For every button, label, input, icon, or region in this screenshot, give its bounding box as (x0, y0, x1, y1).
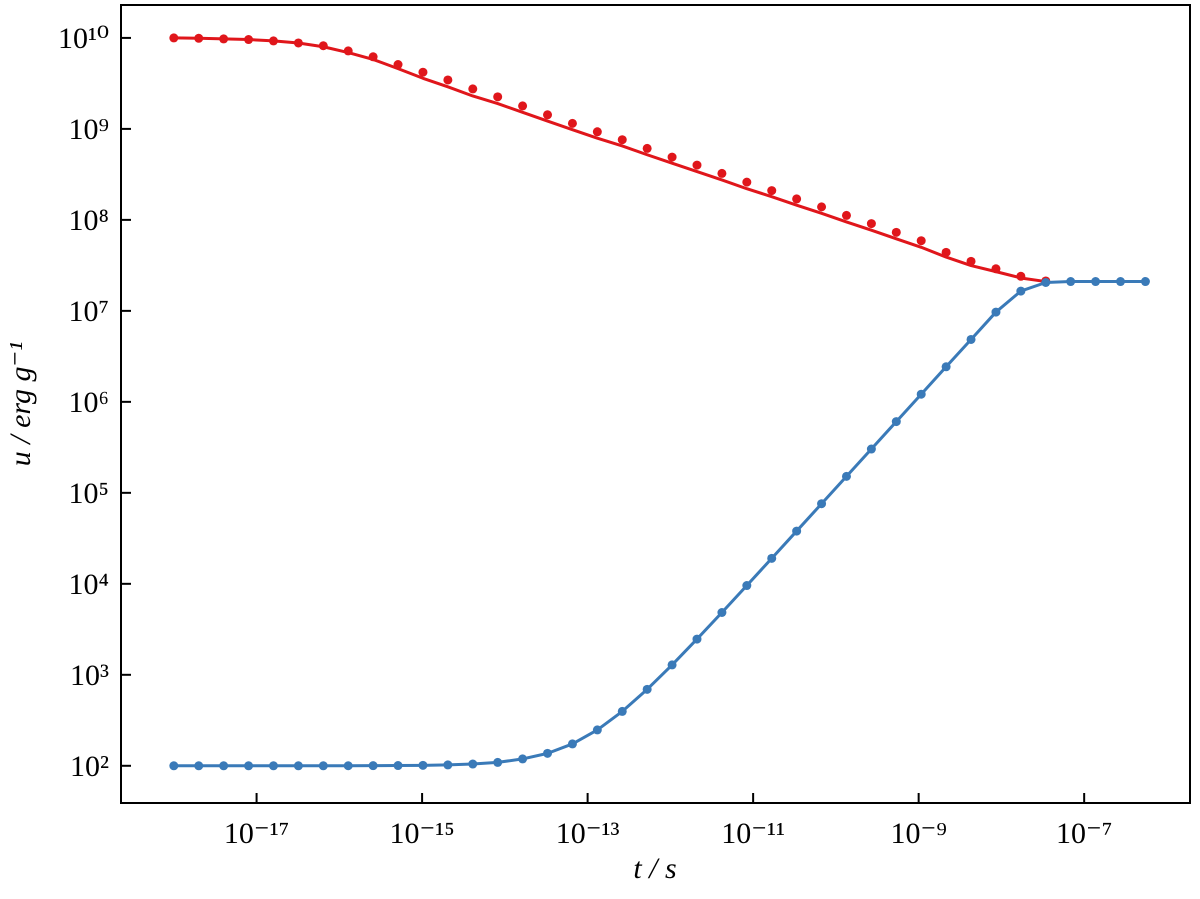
data-point (567, 118, 577, 128)
data-point (343, 46, 353, 56)
x-tick-label: 10⁻¹¹ (721, 817, 785, 850)
y-tick-label: 10⁶ (69, 386, 109, 419)
data-point (617, 706, 627, 716)
data-point (767, 186, 777, 196)
y-tick-label: 10⁴ (69, 568, 109, 601)
data-point (468, 84, 478, 94)
data-point (418, 760, 428, 770)
data-point (866, 219, 876, 229)
data-point (916, 236, 926, 246)
data-point (717, 168, 727, 178)
data-point (792, 194, 802, 204)
data-point (866, 444, 876, 454)
data-point (667, 660, 677, 670)
data-point (518, 754, 528, 764)
y-tick-label: 10² (70, 750, 109, 783)
data-point (692, 634, 702, 644)
data-point (567, 739, 577, 749)
data-point (841, 471, 851, 481)
data-point (443, 760, 453, 770)
series-line (173, 280, 1146, 768)
data-point (543, 110, 553, 120)
data-point (493, 92, 503, 102)
x-tick-label: 10⁻¹⁷ (224, 817, 289, 850)
data-point (1091, 277, 1101, 287)
data-point (1016, 286, 1026, 296)
data-point (916, 389, 926, 399)
data-point (468, 759, 478, 769)
data-point (667, 152, 677, 162)
x-tick-label: 10⁻⁹ (891, 817, 947, 850)
data-point (368, 761, 378, 771)
data-point (393, 60, 403, 70)
data-point (991, 264, 1001, 274)
data-point (891, 227, 901, 237)
data-point (443, 75, 453, 85)
data-point (169, 761, 179, 771)
data-point (1140, 277, 1150, 287)
data-point (194, 33, 204, 43)
data-point (343, 761, 353, 771)
data-point (518, 101, 528, 111)
data-point (617, 135, 627, 145)
data-point (244, 761, 254, 771)
data-point (543, 748, 553, 758)
data-point (1066, 277, 1076, 287)
x-tick-label: 10⁻⁷ (1056, 817, 1112, 850)
data-point (219, 34, 229, 44)
y-tick-label: 10⁹ (69, 113, 109, 146)
plot-frame (120, 4, 1191, 804)
x-axis-title: t / s (633, 852, 676, 885)
data-point (941, 362, 951, 372)
data-point (891, 417, 901, 427)
data-point (792, 526, 802, 536)
data-point (692, 160, 702, 170)
y-tick-label: 10⁷ (69, 295, 109, 328)
data-point (1116, 277, 1126, 287)
data-point (244, 35, 254, 45)
data-point (268, 761, 278, 771)
data-point (767, 553, 777, 563)
y-tick-label: 10⁸ (69, 204, 109, 237)
data-point (368, 52, 378, 62)
data-point (742, 177, 752, 187)
data-point (1041, 278, 1051, 288)
series-line (173, 36, 1046, 284)
y-tick-label: 10⁵ (69, 477, 109, 510)
x-tick-label: 10⁻¹⁵ (389, 817, 454, 850)
data-point (642, 143, 652, 153)
x-tick-label: 10⁻¹³ (556, 817, 620, 850)
data-point (717, 607, 727, 617)
data-point (169, 33, 179, 43)
data-point (393, 761, 403, 771)
data-point (841, 210, 851, 220)
data-point (991, 307, 1001, 317)
data-point (592, 725, 602, 735)
y-tick-label: 10¹⁰ (58, 22, 109, 55)
data-point (941, 247, 951, 257)
data-point (817, 202, 827, 212)
data-point (219, 761, 229, 771)
data-point (966, 256, 976, 266)
data-point (1016, 271, 1026, 281)
data-point (318, 41, 328, 51)
data-point (418, 67, 428, 77)
data-point (293, 38, 303, 48)
data-point (493, 757, 503, 767)
data-point (642, 684, 652, 694)
data-point (318, 761, 328, 771)
data-point (293, 761, 303, 771)
y-axis-title: u / erg g⁻¹ (4, 342, 37, 467)
y-tick-label: 10³ (70, 659, 109, 692)
data-point (966, 334, 976, 344)
data-point (268, 36, 278, 46)
data-point (592, 127, 602, 137)
data-point (817, 499, 827, 509)
data-point (742, 581, 752, 591)
data-point (194, 761, 204, 771)
